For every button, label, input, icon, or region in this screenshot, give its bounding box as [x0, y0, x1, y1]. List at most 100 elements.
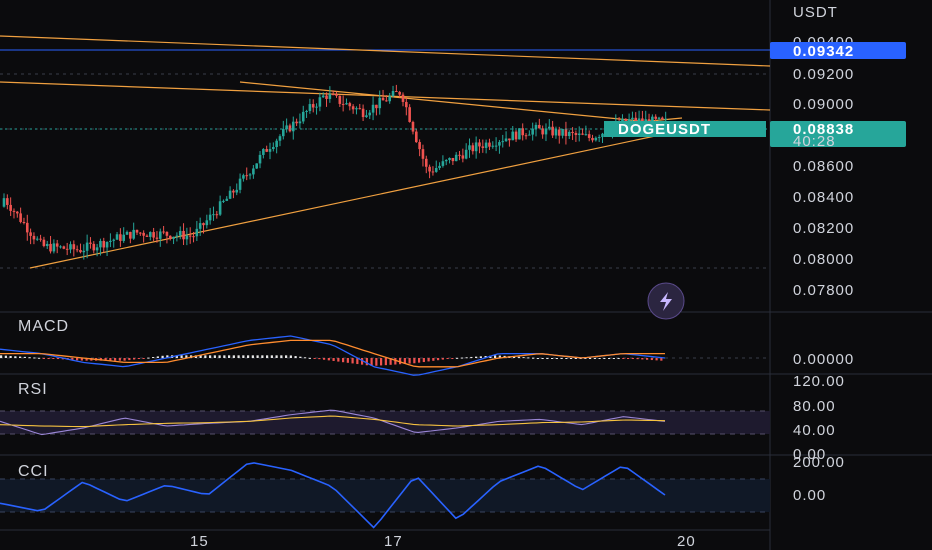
candle-body: [577, 133, 581, 135]
triangle-upper-trendline[interactable]: [239, 81, 661, 124]
macd-histogram-bar: [299, 356, 302, 358]
candle-body: [474, 142, 478, 152]
macd-histogram-bar: [589, 358, 592, 359]
candle-body: [305, 110, 308, 112]
candle-body: [381, 97, 385, 101]
candle-body: [129, 231, 132, 239]
candle-body: [155, 237, 159, 239]
candle-body: [105, 241, 109, 248]
triangle-lower-trendline[interactable]: [29, 134, 661, 269]
candle-body: [158, 231, 162, 239]
time-tick: 20: [677, 533, 696, 550]
candle-body: [415, 131, 418, 143]
macd-histogram-bar: [14, 356, 17, 358]
rsi-tick: 40.00: [793, 422, 836, 439]
candle-body: [365, 115, 368, 118]
upper-trendline[interactable]: [0, 35, 771, 67]
candle-body: [464, 149, 468, 159]
macd-histogram-bar: [304, 357, 307, 359]
candle-body: [395, 91, 398, 93]
candle-body: [278, 136, 282, 141]
macd-histogram-bar: [308, 357, 311, 359]
candle-body: [205, 220, 209, 226]
candle-body: [434, 168, 438, 172]
price-tick: 0.07800: [793, 282, 854, 299]
candle-body: [378, 97, 382, 109]
macd-histogram-bar: [9, 355, 12, 358]
candle-body: [451, 157, 455, 162]
macd-histogram-bar: [247, 355, 250, 358]
lightning-icon[interactable]: [647, 282, 685, 320]
candle-body: [391, 91, 395, 97]
candle-body: [624, 118, 628, 122]
candle-body: [567, 131, 571, 137]
macd-histogram-bar: [627, 358, 630, 359]
line-price-tag[interactable]: [770, 42, 906, 59]
macd-histogram-bar: [408, 358, 411, 364]
candle-body: [574, 133, 578, 135]
candle-body: [338, 95, 342, 104]
candle-body: [272, 147, 275, 150]
macd-histogram-bar: [232, 355, 235, 358]
candle-body: [385, 100, 388, 102]
macd-histogram-bar: [593, 358, 596, 359]
cci-tick: 0.00: [793, 487, 826, 504]
countdown-value: 40:28: [793, 133, 836, 150]
plot-background: [0, 0, 770, 550]
cci-line: [0, 462, 666, 529]
macd-histogram-bar: [498, 355, 501, 358]
candle-body: [192, 236, 195, 238]
candle-body: [637, 118, 641, 123]
macd-histogram-bar: [475, 356, 478, 358]
macd-histogram-bar: [370, 358, 373, 366]
last-price-tag[interactable]: [770, 121, 906, 147]
candle-body: [252, 168, 255, 175]
macd-histogram-bar: [261, 355, 264, 358]
macd-histogram-bar: [228, 355, 231, 358]
candle-body: [554, 129, 558, 136]
macd-histogram-bar: [275, 355, 278, 358]
candle-body: [557, 129, 561, 136]
candle-body: [202, 223, 205, 226]
macd-histogram-bar: [570, 358, 573, 359]
macd-title: MACD: [18, 318, 69, 335]
cci-band: [0, 479, 770, 512]
candle-body: [441, 161, 445, 166]
candle-body: [65, 248, 69, 250]
macd-histogram-bar: [532, 357, 535, 359]
macd-histogram-bar: [332, 358, 335, 361]
candle-body: [498, 142, 501, 146]
cci-tick: 200.00: [793, 454, 845, 471]
macd-histogram-bar: [80, 358, 83, 361]
candle-body: [388, 96, 391, 102]
candle-body: [341, 103, 345, 105]
candle-body: [298, 121, 302, 124]
candle-body: [52, 243, 56, 252]
macd-histogram-bar: [413, 358, 416, 364]
candle-body: [248, 174, 252, 176]
macd-histogram-bar: [513, 356, 516, 358]
macd-histogram-bar: [4, 355, 7, 358]
macd-histogram-bar: [598, 358, 601, 359]
candle-body: [222, 200, 225, 202]
candle-body: [188, 235, 192, 237]
candle-body: [75, 249, 79, 251]
candle-body: [25, 222, 29, 233]
candle-body: [601, 133, 604, 138]
macd-histogram-bar: [128, 358, 131, 361]
candle-body: [79, 250, 82, 253]
macd-histogram-bar: [422, 358, 425, 363]
candle-body: [518, 128, 521, 140]
candle-body: [82, 250, 86, 253]
macd-histogram-bar: [375, 358, 378, 366]
candle-body: [301, 111, 305, 122]
candle-body: [255, 163, 258, 169]
candle-body: [631, 117, 634, 120]
macd-histogram-bar: [166, 355, 169, 358]
candle-body: [172, 236, 175, 239]
macd-histogram-bar: [460, 357, 463, 359]
candle-body: [162, 231, 165, 233]
macd-histogram-bar: [289, 355, 292, 358]
